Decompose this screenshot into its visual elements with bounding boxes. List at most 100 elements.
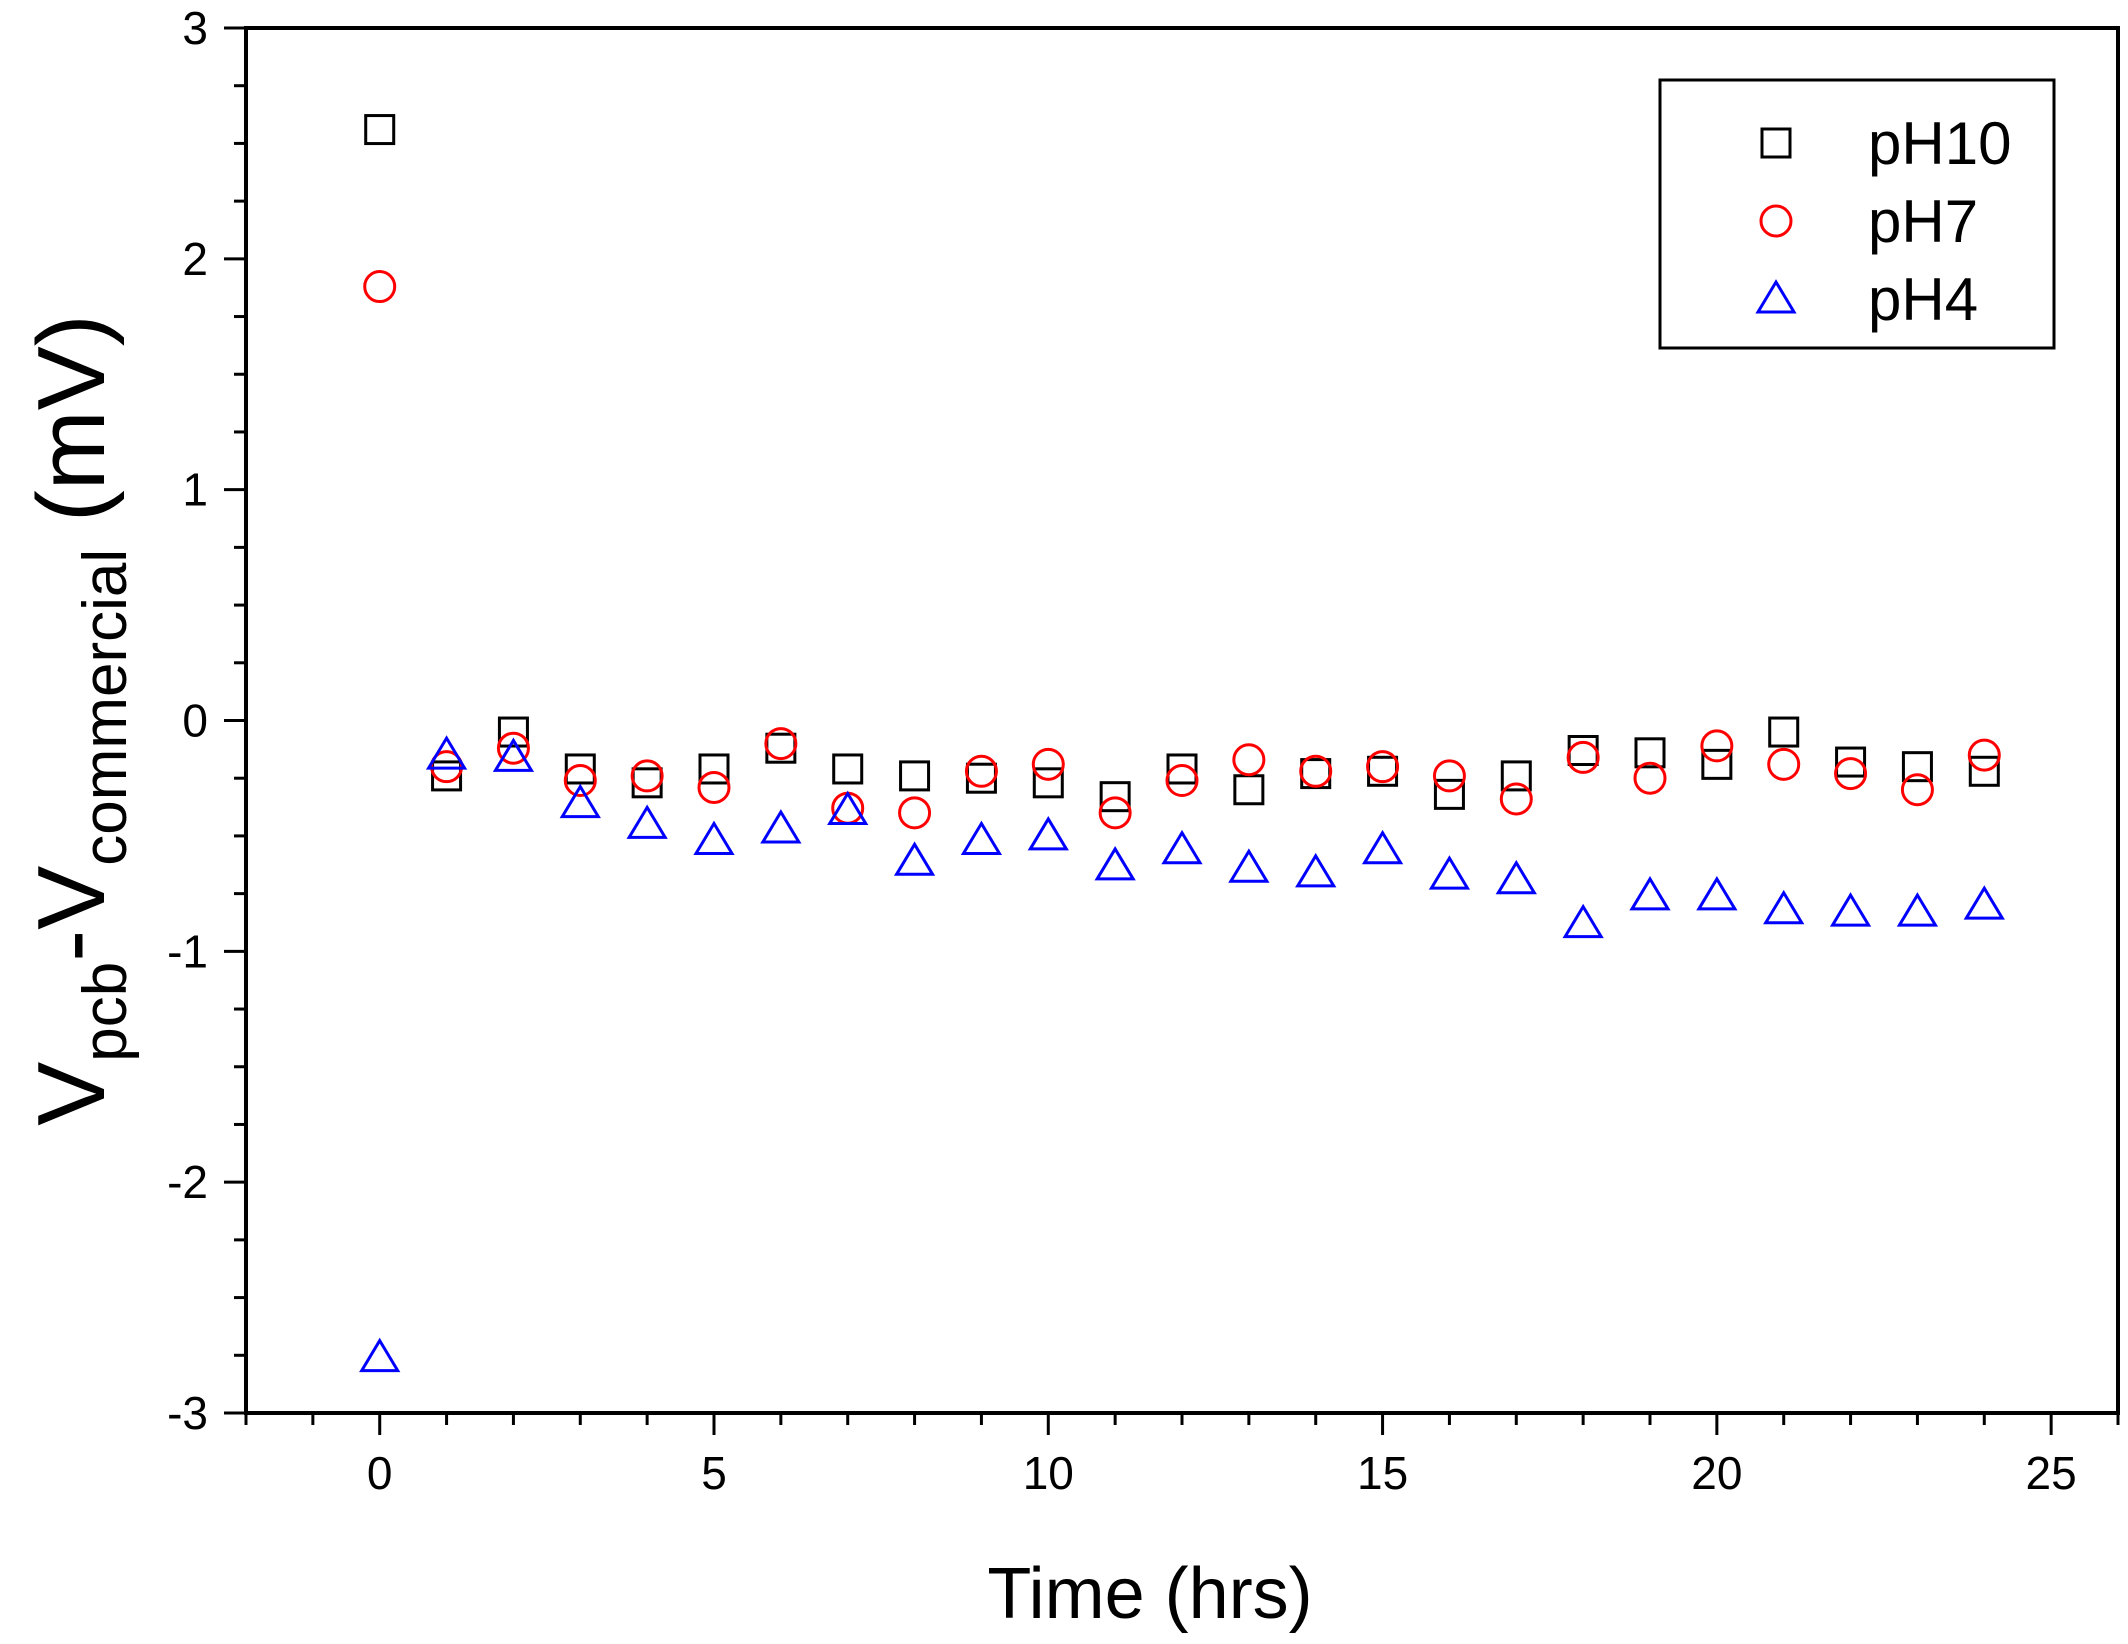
data-point-pH7 [764, 727, 798, 761]
x-tick-label: 5 [701, 1447, 727, 1499]
data-point-pH10 [1701, 748, 1733, 780]
data-markers [359, 114, 2005, 1373]
data-point-pH10 [1634, 737, 1666, 769]
y-title-part: V [18, 1062, 125, 1126]
data-point-pH4 [1696, 876, 1738, 911]
legend-label-pH7: pH7 [1868, 188, 1978, 255]
data-point-pH4 [960, 820, 1003, 856]
legend: pH10 pH7 pH4 [1658, 78, 2056, 350]
data-point-pH7 [1967, 738, 2001, 772]
data-point-pH10 [1968, 755, 2000, 787]
data-point-pH10 [431, 760, 463, 792]
data-point-pH4 [1094, 846, 1136, 881]
data-point-pH7 [1299, 754, 1333, 788]
data-point-pH4 [1896, 892, 1939, 927]
data-point-pH7 [1432, 759, 1466, 793]
data-point-pH7 [630, 759, 664, 793]
data-point-pH4 [1161, 829, 1203, 865]
data-point-pH4 [827, 790, 869, 826]
data-point-pH7 [898, 796, 932, 830]
data-point-pH4 [1295, 852, 1337, 888]
x-axis-title: Time (hrs) [987, 1554, 1312, 1634]
data-point-pH7 [563, 764, 597, 798]
data-point-pH7 [1834, 757, 1868, 791]
data-point-pH10 [364, 114, 396, 146]
y-tick-label: -3 [167, 1387, 208, 1439]
data-point-pH4 [1829, 892, 1872, 927]
data-point-pH10 [564, 753, 596, 785]
legend-label-pH4: pH4 [1868, 266, 1978, 333]
y-tick-label: -2 [167, 1156, 208, 1208]
data-point-pH10 [832, 753, 864, 785]
x-tick-label: 20 [1691, 1447, 1742, 1499]
data-point-pH4 [1629, 876, 1671, 911]
legend-marker-pH10 [1760, 127, 1792, 159]
data-point-pH4 [693, 820, 735, 856]
data-point-pH4 [1763, 889, 1805, 925]
data-point-pH4 [1027, 816, 1069, 851]
y-title-subscript: commercial [71, 549, 140, 866]
y-tick-label: -1 [167, 925, 208, 977]
data-point-pH7 [697, 770, 731, 804]
data-point-pH4 [1495, 859, 1537, 895]
data-point-pH10 [1166, 753, 1198, 785]
data-point-pH4 [1228, 848, 1270, 883]
data-point-pH7 [1700, 729, 1734, 763]
data-point-pH10 [1099, 781, 1131, 813]
data-point-pH4 [893, 841, 936, 876]
data-point-pH7 [1767, 747, 1801, 781]
data-point-pH4 [1562, 903, 1604, 939]
data-point-pH10 [698, 753, 730, 785]
data-point-pH7 [1031, 747, 1065, 781]
data-point-pH7 [1098, 796, 1132, 830]
data-point-pH7 [1566, 740, 1600, 774]
data-point-pH4 [359, 1337, 401, 1373]
data-point-pH10 [1433, 778, 1465, 810]
y-tick-label: 0 [182, 695, 208, 747]
y-axis-title: Vpcb-Vcommercial (mV) [18, 314, 140, 1126]
x-tick-label: 0 [367, 1447, 393, 1499]
data-point-pH4 [1428, 855, 1471, 890]
data-point-pH10 [1233, 774, 1265, 806]
data-point-pH10 [497, 716, 529, 748]
data-point-pH7 [363, 270, 397, 304]
data-point-pH4 [492, 737, 535, 772]
data-point-pH10 [1901, 751, 1933, 783]
data-point-pH7 [1499, 782, 1533, 816]
data-point-pH4 [760, 809, 802, 844]
data-point-pH7 [1165, 764, 1199, 798]
data-point-pH4 [626, 804, 668, 839]
x-tick-label: 15 [1357, 1447, 1408, 1499]
data-point-pH10 [965, 762, 997, 794]
y-title-part: (mV) [18, 314, 125, 549]
x-axis-tick-labels: 0 5 10 15 20 25 [367, 1447, 2077, 1499]
series-pH7 [363, 270, 2001, 830]
data-point-pH7 [1633, 761, 1667, 795]
y-tick-label: 3 [182, 2, 208, 54]
y-tick-label: 2 [182, 233, 208, 285]
x-tick-label: 10 [1023, 1447, 1074, 1499]
legend-marker-pH4 [1755, 279, 1797, 314]
data-point-pH4 [1361, 829, 1404, 865]
data-point-pH4 [1963, 885, 2005, 920]
data-point-pH7 [496, 731, 530, 765]
data-point-pH10 [1835, 746, 1867, 778]
legend-marker-pH7 [1759, 204, 1793, 238]
x-tick-label: 25 [2026, 1447, 2077, 1499]
data-point-pH10 [1500, 760, 1532, 792]
data-point-pH7 [964, 754, 998, 788]
data-point-pH10 [1032, 767, 1064, 799]
x-axis-ticks [244, 1413, 2120, 1435]
data-point-pH7 [1232, 743, 1266, 777]
y-axis-ticks [224, 26, 246, 1415]
data-point-pH7 [1900, 773, 1934, 807]
data-point-pH10 [631, 767, 663, 799]
data-point-pH7 [1366, 750, 1400, 784]
legend-box [1658, 78, 2056, 350]
data-point-pH10 [1768, 716, 1800, 748]
data-point-pH4 [425, 735, 468, 770]
legend-label-pH10: pH10 [1868, 110, 2011, 177]
data-point-pH10 [1567, 735, 1599, 767]
y-title-part: -V [18, 866, 125, 962]
